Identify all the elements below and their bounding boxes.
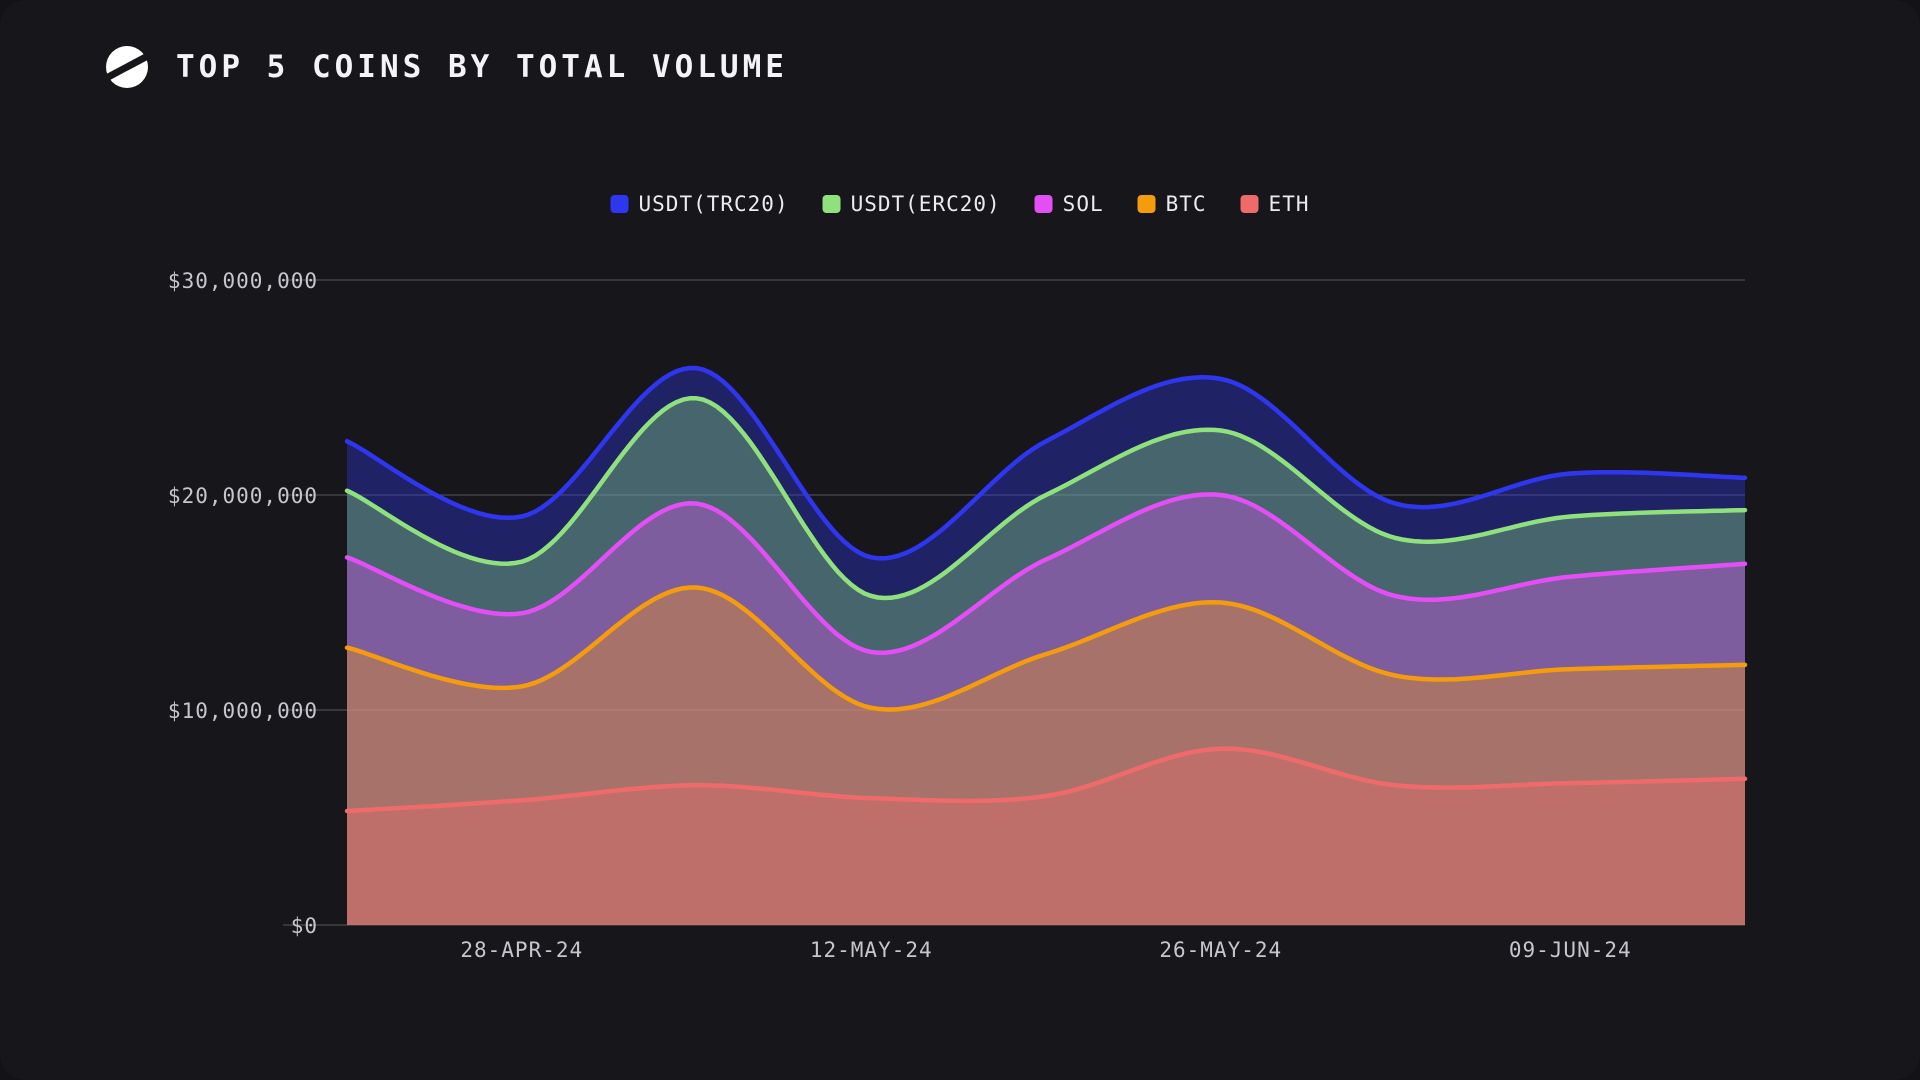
y-axis-tick-20m: $20,000,000 xyxy=(167,484,318,508)
page-title: TOP 5 COINS BY TOTAL VOLUME xyxy=(176,49,788,85)
legend-label: USDT(TRC20) xyxy=(638,192,789,216)
legend-label: BTC xyxy=(1165,192,1207,216)
y-axis-tick-10m: $10,000,000 xyxy=(167,699,318,723)
y-axis-tick-30m: $30,000,000 xyxy=(167,269,318,293)
legend-item-usdt-erc20[interactable]: USDT(ERC20) xyxy=(822,192,1001,216)
legend-item-sol[interactable]: SOL xyxy=(1034,192,1104,216)
header: TOP 5 COINS BY TOTAL VOLUME xyxy=(104,44,788,90)
legend-label: SOL xyxy=(1062,192,1104,216)
brand-logo-icon xyxy=(104,46,150,88)
legend-swatch-icon xyxy=(1034,195,1053,213)
legend-item-usdt-trc20[interactable]: USDT(TRC20) xyxy=(610,192,789,216)
legend-swatch-icon xyxy=(1137,195,1156,213)
y-axis-tick-0: $0 xyxy=(290,914,318,938)
x-axis-tick-3: 26-MAY-24 xyxy=(1159,938,1283,962)
legend-swatch-icon xyxy=(1240,195,1259,213)
legend-label: ETH xyxy=(1268,192,1310,216)
legend-swatch-icon xyxy=(610,195,629,213)
legend-swatch-icon xyxy=(822,195,841,213)
legend-label: USDT(ERC20) xyxy=(850,192,1001,216)
x-axis-tick-2: 12-MAY-24 xyxy=(809,938,933,962)
legend-item-eth[interactable]: ETH xyxy=(1240,192,1310,216)
legend-item-btc[interactable]: BTC xyxy=(1137,192,1207,216)
x-axis-tick-4: 09-JUN-24 xyxy=(1508,938,1632,962)
x-axis-tick-1: 28-APR-24 xyxy=(460,938,584,962)
chart-legend: USDT(TRC20) USDT(ERC20) SOL BTC ETH xyxy=(610,192,1310,216)
